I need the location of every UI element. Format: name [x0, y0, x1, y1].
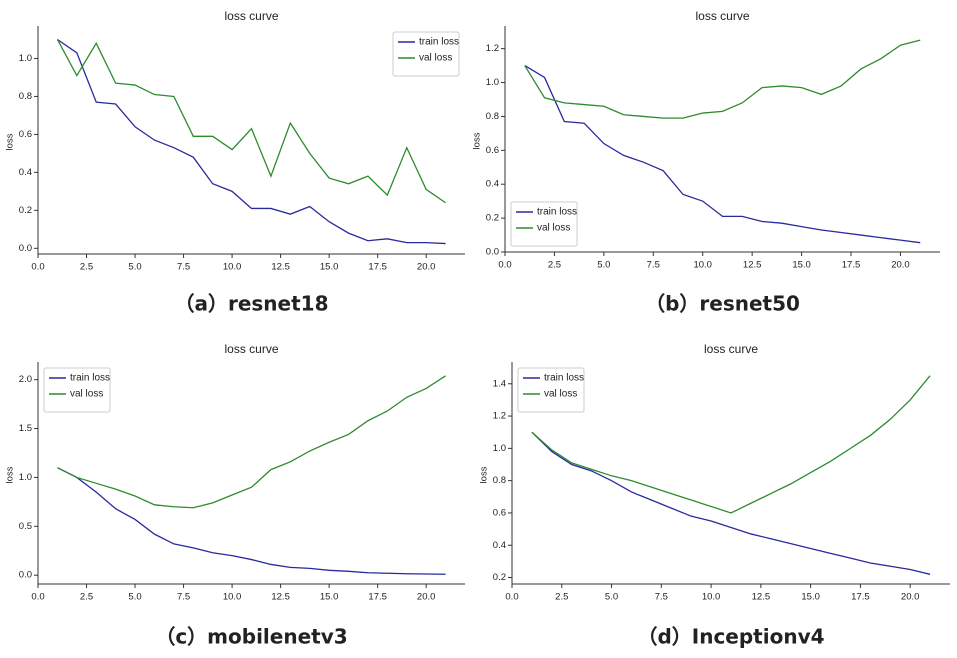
legend-label: val loss — [537, 223, 570, 234]
y-axis-label: loss — [479, 466, 490, 483]
x-tick-label: 2.5 — [80, 262, 93, 273]
x-tick-label: 15.0 — [320, 262, 339, 273]
legend-label: train loss — [419, 37, 459, 48]
chart-title: loss curve — [704, 342, 758, 356]
y-tick-label: 0.4 — [19, 167, 32, 178]
y-tick-label: 0.8 — [493, 475, 506, 486]
series-line — [56, 39, 446, 204]
legend-label: train loss — [544, 373, 584, 384]
series-line — [524, 65, 921, 244]
y-tick-label: 1.2 — [486, 43, 499, 54]
x-tick-label: 7.5 — [655, 592, 668, 603]
y-tick-label: 1.0 — [493, 443, 506, 454]
legend-label: val loss — [544, 389, 577, 400]
y-tick-label: 0.6 — [19, 129, 32, 140]
y-tick-label: 0.8 — [486, 111, 499, 122]
x-tick-label: 12.5 — [271, 262, 290, 273]
y-tick-label: 0.0 — [19, 570, 32, 581]
series-line — [524, 39, 921, 119]
x-tick-label: 17.5 — [851, 592, 870, 603]
y-tick-label: 0.2 — [19, 205, 32, 216]
series-line — [57, 467, 446, 575]
x-tick-label: 12.5 — [271, 592, 290, 603]
series-line — [531, 431, 931, 575]
y-tick-label: 1.5 — [19, 423, 32, 434]
legend-label: train loss — [537, 207, 577, 218]
x-tick-label: 7.5 — [647, 260, 660, 271]
x-tick-label: 10.0 — [223, 262, 242, 273]
x-tick-label: 2.5 — [555, 592, 568, 603]
y-axis-label: loss — [5, 466, 16, 483]
x-tick-label: 12.5 — [743, 260, 762, 271]
series-line — [57, 375, 446, 509]
chart-title: loss curve — [224, 342, 278, 356]
y-tick-label: 0.5 — [19, 521, 32, 532]
x-tick-label: 7.5 — [177, 262, 190, 273]
y-tick-label: 2.0 — [19, 374, 32, 385]
series-line — [531, 375, 931, 514]
y-tick-label: 0.8 — [19, 91, 32, 102]
x-tick-label: 0.0 — [505, 592, 518, 603]
x-tick-label: 0.0 — [31, 592, 44, 603]
x-tick-label: 12.5 — [752, 592, 771, 603]
x-tick-label: 20.0 — [901, 592, 920, 603]
legend-label: train loss — [70, 373, 110, 384]
x-tick-label: 0.0 — [31, 262, 44, 273]
y-tick-label: 0.0 — [19, 243, 32, 254]
y-tick-label: 0.4 — [486, 179, 499, 190]
x-tick-label: 17.5 — [842, 260, 861, 271]
y-tick-label: 1.0 — [19, 53, 32, 64]
x-tick-label: 20.0 — [417, 262, 436, 273]
y-tick-label: 1.0 — [486, 77, 499, 88]
y-tick-label: 1.4 — [493, 378, 506, 389]
legend-label: val loss — [70, 389, 103, 400]
caption: （c）mobilenetv3 — [155, 625, 347, 649]
chart-title: loss curve — [224, 9, 278, 23]
x-tick-label: 10.0 — [702, 592, 721, 603]
y-tick-label: 0.2 — [486, 213, 499, 224]
legend-box — [510, 201, 578, 247]
y-axis-label: loss — [472, 132, 483, 149]
legend-label: val loss — [419, 53, 452, 64]
x-tick-label: 17.5 — [368, 262, 387, 273]
caption: （b）resnet50 — [645, 292, 800, 316]
x-tick-label: 20.0 — [417, 592, 436, 603]
y-tick-label: 0.0 — [486, 247, 499, 258]
legend-box — [43, 367, 111, 413]
x-tick-label: 15.0 — [801, 592, 820, 603]
y-tick-label: 1.2 — [493, 411, 506, 422]
x-tick-label: 15.0 — [320, 592, 339, 603]
x-tick-label: 5.0 — [597, 260, 610, 271]
x-tick-label: 2.5 — [548, 260, 561, 271]
x-tick-label: 0.0 — [498, 260, 511, 271]
y-tick-label: 0.4 — [493, 540, 506, 551]
legend-box — [517, 367, 585, 413]
y-tick-label: 1.0 — [19, 472, 32, 483]
chart-title: loss curve — [695, 9, 749, 23]
x-tick-label: 5.0 — [605, 592, 618, 603]
caption: （d）Inceptionv4 — [637, 625, 824, 649]
legend-box — [392, 31, 460, 77]
x-tick-label: 17.5 — [368, 592, 387, 603]
x-tick-label: 10.0 — [693, 260, 712, 271]
x-tick-label: 20.0 — [891, 260, 910, 271]
x-tick-label: 10.0 — [223, 592, 242, 603]
y-tick-label: 0.6 — [486, 145, 499, 156]
y-tick-label: 0.6 — [493, 507, 506, 518]
x-tick-label: 5.0 — [128, 262, 141, 273]
series-line — [57, 38, 446, 245]
caption: （a）resnet18 — [174, 292, 328, 316]
y-tick-label: 0.2 — [493, 572, 506, 583]
y-axis-label: loss — [5, 133, 16, 150]
x-tick-label: 7.5 — [177, 592, 190, 603]
x-tick-label: 2.5 — [80, 592, 93, 603]
x-tick-label: 5.0 — [128, 592, 141, 603]
x-tick-label: 15.0 — [792, 260, 811, 271]
